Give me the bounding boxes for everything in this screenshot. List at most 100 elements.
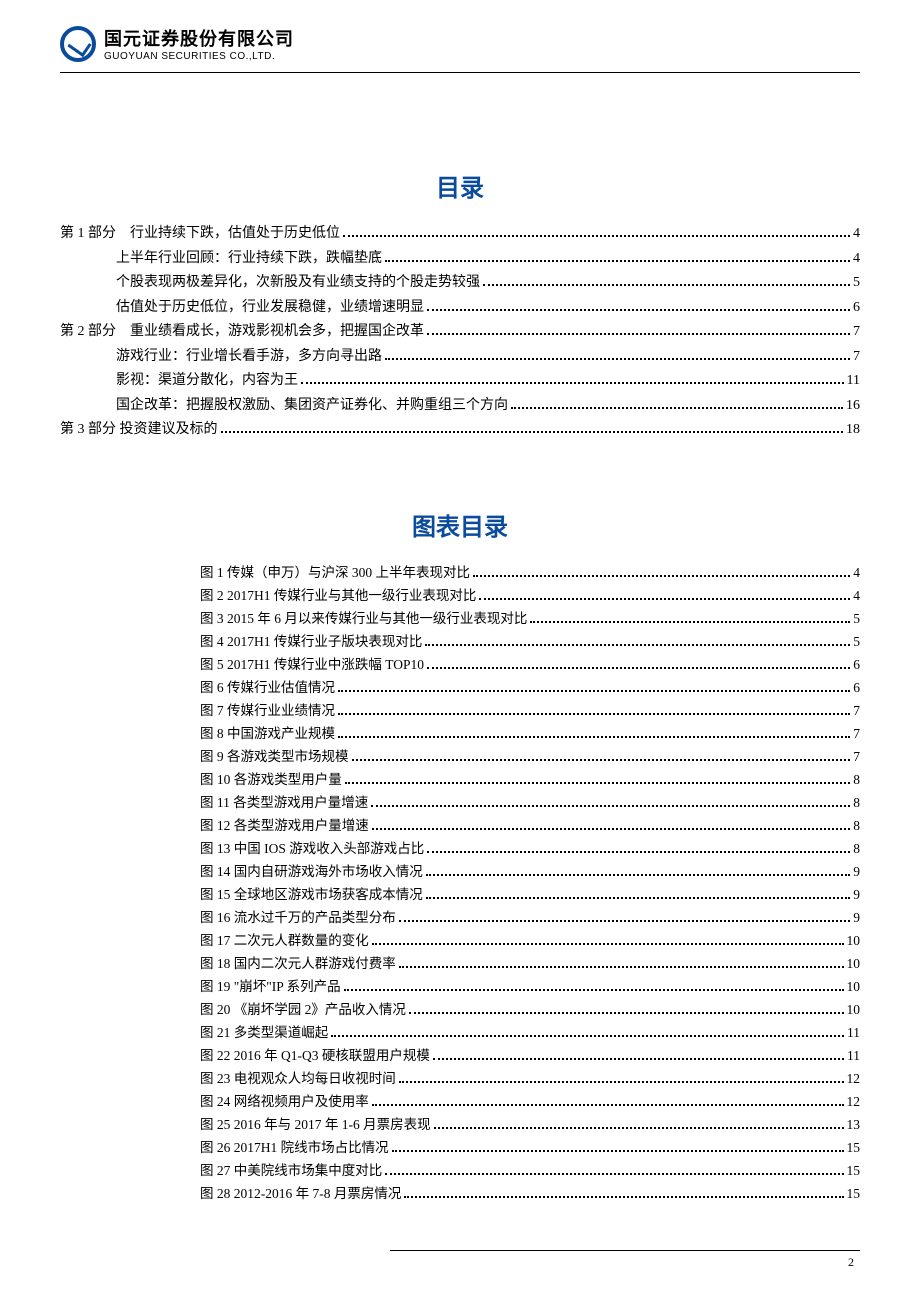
toc-entry: 图 26 2017H1 院线市场占比情况15: [200, 1141, 860, 1155]
toc-entry: 第 1 部分 行业持续下跌，估值处于历史低位4: [60, 227, 860, 241]
toc-entry: 个股表现两极差异化，次新股及有业绩支持的个股走势较强5: [60, 276, 860, 290]
toc-entry: 图 15 全球地区游戏市场获客成本情况 9: [200, 888, 860, 902]
toc-dot-leader: [343, 235, 850, 237]
figures-list: 图 1 传媒（申万）与沪深 300 上半年表现对比4图 2 2017H1 传媒行…: [60, 566, 860, 1201]
toc-entry-page: 8: [853, 819, 860, 833]
toc-dot-leader: [426, 897, 851, 899]
toc-entry: 国企改革：把握股权激励、集团资产证券化、并购重组三个方向16: [60, 399, 860, 413]
toc-entry-label: 图 27 中美院线市场集中度对比: [200, 1164, 382, 1178]
toc-entry: 图 25 2016 年与 2017 年 1-6 月票房表现13: [200, 1118, 860, 1132]
toc-entry-page: 8: [853, 842, 860, 856]
toc-dot-leader: [392, 1150, 844, 1152]
document-page: 国元证券股份有限公司 GUOYUAN SECURITIES CO.,LTD. 目…: [0, 0, 920, 1302]
toc-entry: 图 24 网络视频用户及使用率 12: [200, 1095, 860, 1109]
toc-entry-page: 7: [853, 727, 860, 741]
toc-entry-label: 图 11 各类型游戏用户量增速: [200, 796, 368, 810]
toc-entry: 图 3 2015 年 6 月以来传媒行业与其他一级行业表现对比 5: [200, 612, 860, 626]
toc-entry-page: 16: [846, 399, 860, 413]
toc-entry: 图 10 各游戏类型用户量8: [200, 773, 860, 787]
toc-dot-leader: [344, 989, 844, 991]
toc-entry-page: 15: [847, 1141, 861, 1155]
toc-entry: 图 13 中国 IOS 游戏收入头部游戏占比 8: [200, 842, 860, 856]
toc-entry: 图 5 2017H1 传媒行业中涨跌幅 TOP10 6: [200, 658, 860, 672]
toc-entry: 图 14 国内自研游戏海外市场收入情况9: [200, 865, 860, 879]
page-footer: 2: [390, 1250, 860, 1270]
figures-section: 图表目录 图 1 传媒（申万）与沪深 300 上半年表现对比4图 2 2017H…: [60, 507, 860, 1201]
toc-entry: 图 2 2017H1 传媒行业与其他一级行业表现对比 4: [200, 589, 860, 603]
toc-entry: 影视：渠道分散化，内容为王11: [60, 374, 860, 388]
toc-dot-leader: [473, 575, 850, 577]
toc-entry-label: 图 17 二次元人群数量的变化: [200, 934, 369, 948]
toc-dot-leader: [427, 667, 850, 669]
toc-entry-label: 图 16 流水过千万的产品类型分布: [200, 911, 396, 925]
toc-entry: 图 23 电视观众人均每日收视时间12: [200, 1072, 860, 1086]
toc-dot-leader: [433, 1058, 844, 1060]
page-header: 国元证券股份有限公司 GUOYUAN SECURITIES CO.,LTD.: [60, 0, 860, 68]
toc-entry-page: 15: [847, 1187, 861, 1201]
toc-dot-leader: [372, 828, 851, 830]
toc-entry: 图 27 中美院线市场集中度对比15: [200, 1164, 860, 1178]
toc-entry-label: 图 2 2017H1 传媒行业与其他一级行业表现对比: [200, 589, 476, 603]
toc-entry-page: 7: [853, 350, 860, 364]
toc-entry-label: 影视：渠道分散化，内容为王: [116, 374, 298, 388]
toc-dot-leader: [352, 759, 851, 761]
toc-entry-label: 第 1 部分 行业持续下跌，估值处于历史低位: [60, 227, 340, 241]
toc-entry-page: 12: [847, 1095, 861, 1109]
toc-dot-leader: [399, 920, 851, 922]
toc-entry-page: 10: [847, 957, 861, 971]
toc-entry: 图 12 各类型游戏用户量增速 8: [200, 819, 860, 833]
company-name-cn: 国元证券股份有限公司: [104, 25, 294, 51]
toc-entry-page: 4: [853, 566, 860, 580]
toc-entry: 图 17 二次元人群数量的变化 10: [200, 934, 860, 948]
toc-entry-label: 图 5 2017H1 传媒行业中涨跌幅 TOP10: [200, 658, 424, 672]
toc-entry-label: 图 13 中国 IOS 游戏收入头部游戏占比: [200, 842, 424, 856]
toc-entry: 图 22 2016 年 Q1-Q3 硬核联盟用户规模11: [200, 1049, 860, 1063]
toc-entry-page: 5: [853, 612, 860, 626]
toc-entry: 图 11 各类型游戏用户量增速 8: [200, 796, 860, 810]
toc-entry-page: 11: [847, 1049, 860, 1063]
toc-entry-label: 图 28 2012-2016 年 7-8 月票房情况: [200, 1187, 401, 1201]
toc-entry-page: 12: [847, 1072, 861, 1086]
toc-dot-leader: [345, 782, 851, 784]
toc-entry-page: 4: [853, 589, 860, 603]
toc-dot-leader: [425, 644, 850, 646]
toc-dot-leader: [434, 1127, 844, 1129]
toc-entry: 上半年行业回顾：行业持续下跌，跌幅垫底4: [60, 252, 860, 266]
toc-entry-label: 图 9 各游戏类型市场规模: [200, 750, 349, 764]
toc-entry-label: 图 10 各游戏类型用户量: [200, 773, 342, 787]
toc-entry-label: 第 2 部分 重业绩看成长，游戏影视机会多，把握国企改革: [60, 325, 424, 339]
company-name-en: GUOYUAN SECURITIES CO.,LTD.: [104, 51, 294, 62]
toc-dot-leader: [479, 598, 850, 600]
toc-entry-label: 个股表现两极差异化，次新股及有业绩支持的个股走势较强: [116, 276, 480, 290]
toc-entry-page: 8: [853, 796, 860, 810]
toc-dot-leader: [372, 1104, 844, 1106]
toc-entry-page: 10: [847, 980, 861, 994]
toc-entry-label: 图 14 国内自研游戏海外市场收入情况: [200, 865, 423, 879]
toc-dot-leader: [221, 431, 844, 433]
toc-dot-leader: [399, 1081, 844, 1083]
toc-entry: 图 18 国内二次元人群游戏付费率10: [200, 957, 860, 971]
toc-entry-label: 图 7 传媒行业业绩情况: [200, 704, 335, 718]
toc-entry-label: 图 15 全球地区游戏市场获客成本情况: [200, 888, 423, 902]
toc-entry-page: 10: [847, 934, 861, 948]
toc-entry: 图 9 各游戏类型市场规模7: [200, 750, 860, 764]
toc-dot-leader: [301, 382, 844, 384]
toc-entry-page: 6: [853, 658, 860, 672]
page-number: 2: [390, 1255, 860, 1270]
toc-entry-page: 6: [853, 681, 860, 695]
toc-entry: 第 3 部分 投资建议及标的18: [60, 423, 860, 437]
toc-entry-label: 图 3 2015 年 6 月以来传媒行业与其他一级行业表现对比: [200, 612, 527, 626]
toc-dot-leader: [427, 309, 850, 311]
toc-entry-page: 5: [853, 635, 860, 649]
toc-entry-label: 图 24 网络视频用户及使用率: [200, 1095, 369, 1109]
toc-dot-leader: [338, 736, 850, 738]
toc-entry-label: 图 20 《崩坏学园 2》产品收入情况: [200, 1003, 406, 1017]
toc-entry: 图 20 《崩坏学园 2》产品收入情况10: [200, 1003, 860, 1017]
toc-entry-page: 4: [853, 252, 860, 266]
toc-entry-page: 11: [847, 1026, 860, 1040]
toc-entry-page: 9: [853, 888, 860, 902]
toc-entry: 图 19 "崩坏"IP 系列产品10: [200, 980, 860, 994]
toc-dot-leader: [331, 1035, 844, 1037]
toc-entry-label: 图 8 中国游戏产业规模: [200, 727, 335, 741]
toc-entry-label: 图 12 各类型游戏用户量增速: [200, 819, 369, 833]
